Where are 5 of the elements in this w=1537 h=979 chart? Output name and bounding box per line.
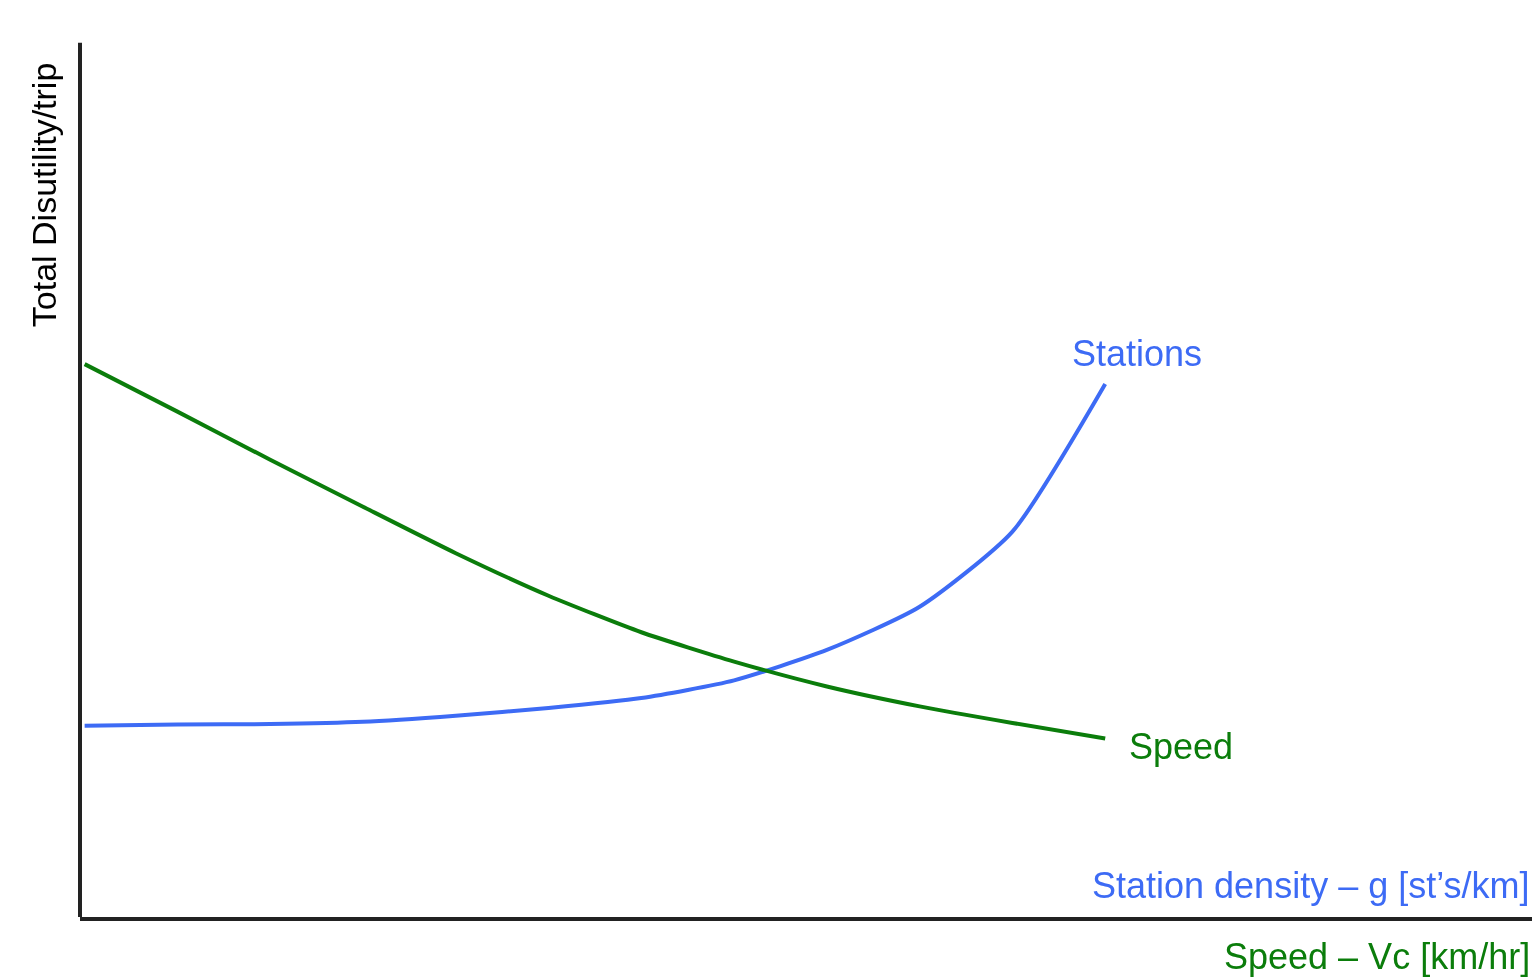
- x-axis-title: Station density – g [st’s/km]: [1092, 865, 1530, 906]
- series-label: Speed: [1129, 726, 1234, 767]
- series-label: Stations: [1072, 333, 1203, 374]
- text: Speed – Vc [km/hr]: [1224, 936, 1531, 977]
- y-axis-title: Total Disutility/trip: [25, 62, 64, 328]
